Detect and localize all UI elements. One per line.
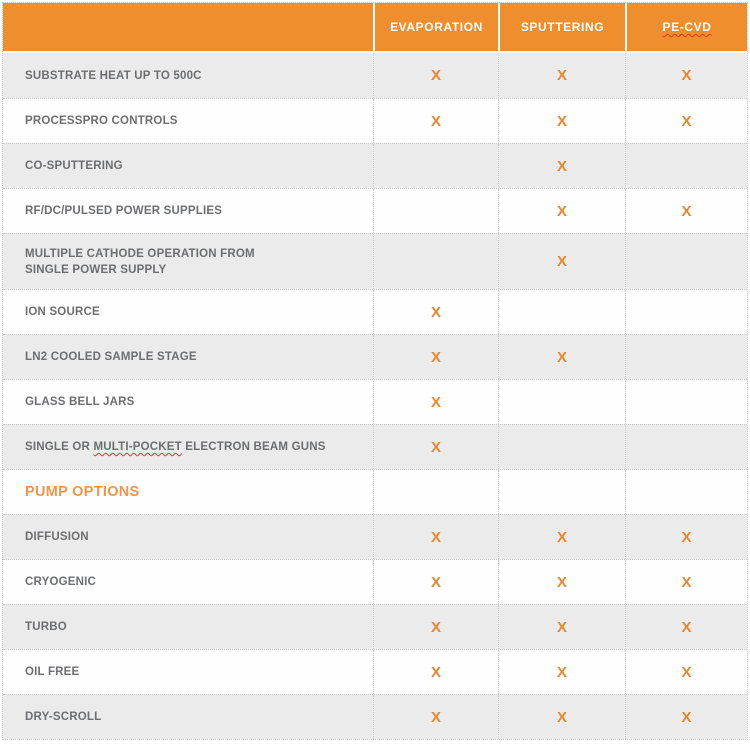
mark-cell: X — [373, 99, 498, 143]
feature-label: CO-SPUTTERING — [25, 160, 123, 172]
mark-cell: X — [373, 53, 498, 98]
section-row: PUMP OPTIONS — [3, 469, 747, 514]
mark-cell: X — [625, 695, 747, 739]
mark-cell: X — [498, 560, 625, 604]
feature-label: SUBSTRATE HEAT UP TO 500C — [25, 69, 202, 82]
mark-cell: X — [373, 425, 498, 469]
feature-label: CRYOGENIC — [25, 576, 97, 588]
table-row: SUBSTRATE HEAT UP TO 500C X X X — [3, 53, 747, 98]
feature-label: RF/DC/PULSED POWER SUPPLIES — [25, 205, 223, 217]
feature-label: GLASS BELL JARS — [25, 396, 135, 408]
mark-cell — [498, 380, 625, 424]
mark-cell — [373, 234, 498, 289]
table-row: GLASS BELL JARS X — [3, 379, 747, 424]
column-header-sputtering: SPUTTERING — [498, 3, 625, 51]
mark-cell: X — [625, 650, 747, 694]
mark-cell: X — [625, 189, 747, 233]
table-row: SINGLE OR MULTI-POCKET ELECTRON BEAM GUN… — [3, 424, 747, 469]
mark-cell: X — [498, 605, 625, 649]
mark-cell — [373, 470, 498, 514]
feature-label: PROCESSPRO CONTROLS — [25, 115, 178, 127]
mark-cell — [498, 470, 625, 514]
feature-label: DIFFUSION — [25, 531, 89, 543]
mark-cell — [625, 290, 747, 334]
column-header-pecvd: PE-CVD — [625, 3, 747, 51]
mark-cell: X — [498, 53, 625, 98]
mark-cell: X — [373, 695, 498, 739]
table-row: DIFFUSION X X X — [3, 514, 747, 559]
table-row: DRY-SCROLL X X X — [3, 694, 747, 739]
column-header-evaporation: EVAPORATION — [373, 3, 498, 51]
table-row: OIL FREE X X X — [3, 649, 747, 694]
mark-cell — [625, 234, 747, 289]
section-title-label: PUMP OPTIONS — [25, 484, 140, 500]
table-row: TURBO X X X — [3, 604, 747, 649]
mark-cell: X — [373, 605, 498, 649]
mark-cell: X — [498, 189, 625, 233]
feature-label: ION SOURCE — [25, 306, 100, 318]
feature-label-line2: SINGLE POWER SUPPLY — [25, 263, 167, 276]
feature-label: DRY-SCROLL — [25, 711, 102, 723]
mark-cell: X — [498, 695, 625, 739]
feature-label: MULTIPLE CATHODE OPERATION FROM SINGLE P… — [3, 234, 373, 289]
mark-cell: X — [498, 234, 625, 289]
feature-label: TURBO — [25, 621, 67, 633]
mark-cell: X — [625, 605, 747, 649]
mark-cell: X — [498, 144, 625, 188]
mark-cell — [373, 189, 498, 233]
mark-cell — [625, 380, 747, 424]
mark-cell — [625, 335, 747, 379]
label-misspelled-word: MULTI-POCKET — [93, 441, 182, 453]
table-row: CO-SPUTTERING X — [3, 143, 747, 188]
mark-cell: X — [498, 335, 625, 379]
header-spacer-cell — [3, 3, 373, 51]
mark-cell: X — [373, 335, 498, 379]
mark-cell: X — [625, 53, 747, 98]
table-row: LN2 COOLED SAMPLE STAGE X X — [3, 334, 747, 379]
table-row: PROCESSPRO CONTROLS X X X — [3, 98, 747, 143]
table-header: EVAPORATION SPUTTERING PE-CVD — [3, 3, 747, 53]
mark-cell — [373, 144, 498, 188]
feature-label: OIL FREE — [25, 666, 80, 678]
feature-label: SINGLE OR MULTI-POCKET ELECTRON BEAM GUN… — [3, 425, 373, 469]
mark-cell: X — [498, 515, 625, 559]
column-header-label: PE-CVD — [662, 20, 712, 34]
mark-cell — [498, 290, 625, 334]
table-row: RF/DC/PULSED POWER SUPPLIES X X — [3, 188, 747, 233]
feature-label-text: SINGLE OR MULTI-POCKET ELECTRON BEAM GUN… — [25, 439, 373, 455]
mark-cell: X — [373, 650, 498, 694]
mark-cell: X — [498, 99, 625, 143]
label-prefix: SINGLE OR — [25, 441, 94, 453]
mark-cell: X — [373, 380, 498, 424]
comparison-table: EVAPORATION SPUTTERING PE-CVD SUBSTRATE … — [2, 2, 748, 740]
mark-cell: X — [373, 560, 498, 604]
table-row: ION SOURCE X — [3, 289, 747, 334]
mark-cell — [498, 425, 625, 469]
table-row: MULTIPLE CATHODE OPERATION FROM SINGLE P… — [3, 233, 747, 289]
mark-cell — [625, 144, 747, 188]
label-suffix: ELECTRON BEAM GUNS — [181, 441, 326, 453]
column-header-label: SPUTTERING — [520, 20, 605, 34]
mark-cell: X — [625, 560, 747, 604]
mark-cell: X — [625, 515, 747, 559]
mark-cell — [625, 425, 747, 469]
mark-cell: X — [373, 515, 498, 559]
mark-cell: X — [498, 650, 625, 694]
mark-cell: X — [625, 99, 747, 143]
table-row: CRYOGENIC X X X — [3, 559, 747, 604]
mark-cell — [625, 470, 747, 514]
column-header-label: EVAPORATION — [390, 20, 483, 34]
section-title: PUMP OPTIONS — [3, 470, 373, 514]
feature-label-line1: MULTIPLE CATHODE OPERATION FROM — [25, 247, 255, 260]
mark-cell: X — [373, 290, 498, 334]
feature-label: LN2 COOLED SAMPLE STAGE — [25, 351, 197, 363]
